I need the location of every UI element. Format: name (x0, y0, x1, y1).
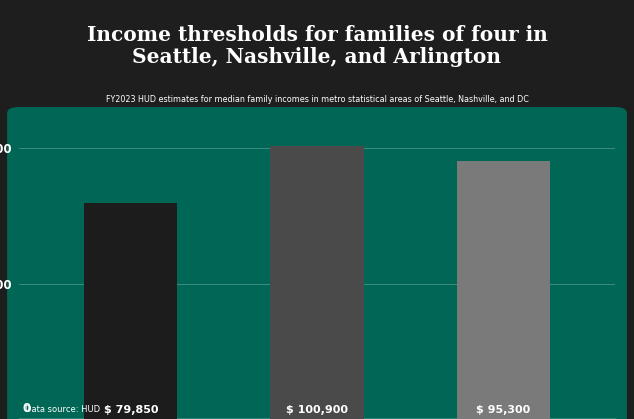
Bar (271, 146, 363, 419)
Text: FY2023 HUD estimates for median family incomes in metro statistical areas of Sea: FY2023 HUD estimates for median family i… (106, 95, 528, 104)
Bar (84, 203, 178, 419)
Bar (456, 161, 550, 419)
Text: Income thresholds for families of four in
Seattle, Nashville, and Arlington: Income thresholds for families of four i… (87, 25, 547, 67)
Text: $ 79,850: $ 79,850 (103, 405, 158, 415)
FancyBboxPatch shape (7, 107, 627, 419)
Text: 0: 0 (23, 402, 31, 415)
Text: Data source: HUD: Data source: HUD (25, 406, 100, 414)
Text: $ 100,900: $ 100,900 (286, 405, 348, 415)
Text: $ 95,300: $ 95,300 (476, 405, 531, 415)
